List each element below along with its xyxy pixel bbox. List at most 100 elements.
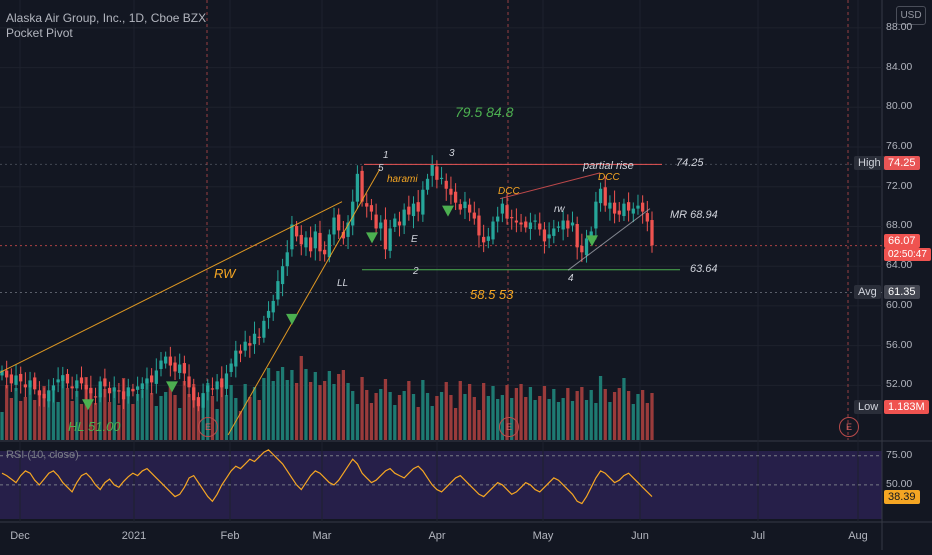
candle-body [145, 378, 149, 384]
volume-bar [430, 406, 434, 440]
annotation-text: 58.5 53 [470, 287, 514, 302]
volume-bar [150, 393, 154, 440]
earnings-badge[interactable]: E [499, 417, 519, 437]
rsi-line [1, 449, 653, 505]
volume-bar [164, 392, 168, 440]
annotation-text: 3 [449, 148, 455, 159]
candle-body [313, 231, 317, 249]
candle-body [84, 384, 88, 390]
volume-bar [323, 381, 327, 440]
candle-body [23, 384, 28, 388]
candle-body [75, 380, 79, 389]
x-tick-label: Mar [312, 530, 332, 542]
volume-bar [178, 408, 182, 440]
x-tick-label: Aug [848, 530, 868, 542]
volume-bar [421, 380, 425, 440]
volume-bar [482, 383, 486, 440]
volume-bar [140, 390, 144, 440]
candle-body [449, 188, 453, 195]
annotation-text: harami [387, 174, 418, 185]
candle-body [215, 381, 219, 390]
annotation-text: 5 [378, 163, 384, 174]
low-tag-label: Low [854, 400, 883, 414]
candle-body [201, 393, 205, 408]
candle-body [472, 212, 476, 219]
volume-bar [355, 404, 360, 440]
volume-bar [248, 397, 252, 440]
candle-body [542, 229, 547, 242]
trendline-rw [0, 201, 343, 373]
candle-body [570, 222, 575, 226]
candle-body [626, 202, 631, 211]
volume-bar [19, 401, 23, 440]
candle-body [121, 391, 126, 400]
candle-body [61, 375, 65, 381]
volume-bar [313, 372, 317, 440]
candle-body [135, 386, 140, 390]
candle-body [107, 387, 112, 394]
candle-body [622, 203, 626, 217]
earnings-badge[interactable]: E [839, 417, 859, 437]
volume-bar [131, 404, 135, 440]
volume-bar [290, 370, 294, 440]
volume-bar [472, 397, 476, 440]
candle-body [196, 397, 201, 407]
volume-bar [580, 387, 584, 440]
x-tick-label: Feb [220, 530, 240, 542]
candle-body [140, 383, 144, 390]
avg-tag-value: 61.35 [884, 284, 920, 299]
volume-bar [519, 384, 523, 440]
volume-bar [299, 356, 303, 440]
earnings-badge[interactable]: E [198, 417, 218, 437]
candle-body [234, 350, 238, 367]
candle-body [500, 203, 504, 214]
candle-body [252, 333, 257, 345]
volume-bar [285, 380, 289, 440]
volume-bar [486, 396, 490, 440]
volume-bar [28, 387, 32, 440]
candle-body [355, 173, 360, 202]
last-price-tag-value: 66.07 [884, 233, 920, 248]
candle-body [294, 225, 299, 237]
candle-body [421, 189, 425, 215]
annotation-text: RW [214, 266, 236, 281]
candle-body [19, 373, 23, 382]
candle-body [0, 370, 4, 376]
volume-bar [500, 395, 504, 440]
annotation-text: DCC [498, 186, 520, 197]
volume-bar [266, 368, 271, 440]
candle-body [566, 220, 570, 229]
candle-body [617, 210, 621, 215]
candle-body [257, 336, 261, 338]
candle-body [650, 220, 654, 246]
candle-body [351, 201, 355, 226]
candle-body [70, 386, 74, 389]
volume-bar [524, 397, 528, 440]
candle-body [374, 214, 378, 229]
volume-bar [542, 386, 547, 440]
indicator-label[interactable]: Pocket Pivot [6, 26, 73, 40]
volume-bar [505, 385, 509, 440]
volume-bar [435, 396, 439, 440]
candle-body [318, 232, 322, 252]
candle-body [631, 208, 635, 214]
volume-bar [589, 390, 593, 440]
volume-bar [75, 391, 79, 440]
candle-body [561, 220, 565, 230]
y-tick-label: 80.00 [886, 100, 913, 113]
volume-bar [103, 389, 107, 440]
candle-body [299, 234, 303, 245]
candle-body [533, 220, 537, 222]
volume-bar [444, 382, 448, 440]
level-label: 63.64 [690, 262, 718, 275]
candle-body [463, 201, 467, 209]
currency-button[interactable]: USD [896, 6, 926, 25]
volume-bar [61, 375, 65, 440]
volume-bar [449, 395, 453, 440]
volume-bar [645, 403, 649, 440]
pocket-pivot-marker [286, 313, 298, 325]
candle-body [332, 217, 336, 235]
rsi-tick-label: 50.00 [886, 477, 913, 490]
